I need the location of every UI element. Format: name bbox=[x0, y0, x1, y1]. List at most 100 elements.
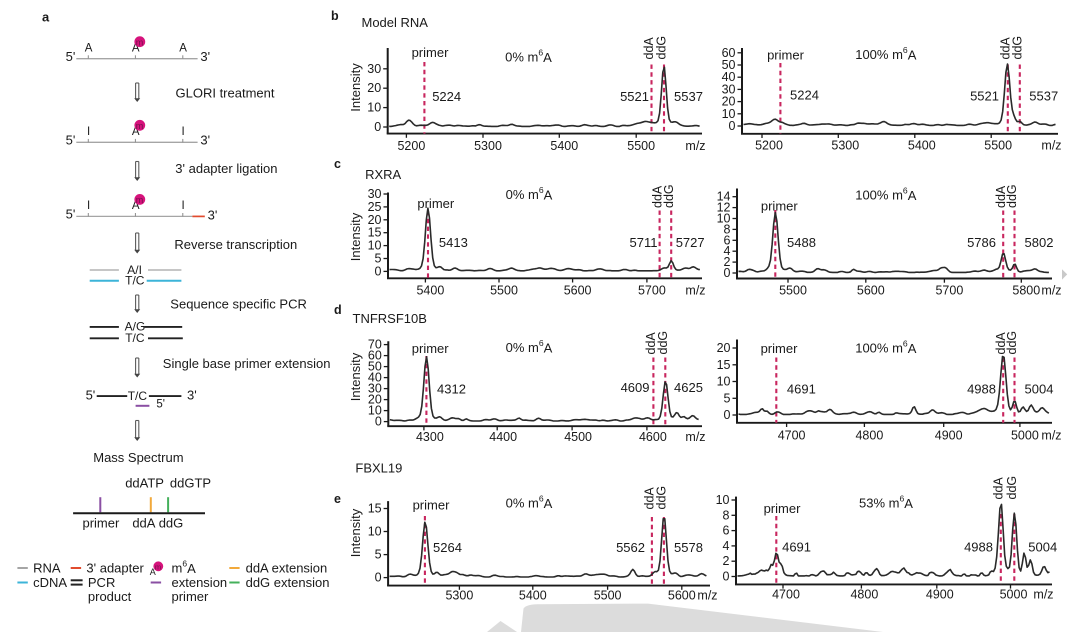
svg-text:5: 5 bbox=[375, 548, 382, 562]
svg-text:ddG: ddG bbox=[1005, 476, 1019, 500]
svg-text:a: a bbox=[42, 10, 50, 25]
svg-text:m/z: m/z bbox=[685, 430, 705, 444]
svg-text:primer: primer bbox=[767, 48, 805, 63]
svg-text:5700: 5700 bbox=[638, 284, 666, 298]
svg-text:I: I bbox=[181, 200, 184, 212]
svg-text:3': 3' bbox=[208, 208, 218, 223]
svg-text:ddGTP: ddGTP bbox=[170, 476, 211, 491]
svg-text:0: 0 bbox=[723, 570, 730, 584]
svg-text:ddA: ddA bbox=[999, 37, 1013, 60]
svg-text:5521: 5521 bbox=[970, 89, 999, 104]
svg-text:ddA: ddA bbox=[994, 185, 1008, 208]
svg-text:c: c bbox=[334, 157, 341, 171]
svg-text:m: m bbox=[136, 195, 144, 205]
svg-text:Reverse transcription: Reverse transcription bbox=[174, 237, 297, 252]
svg-text:10: 10 bbox=[717, 375, 731, 389]
svg-text:ddA: ddA bbox=[132, 516, 155, 531]
svg-text:4300: 4300 bbox=[416, 430, 444, 444]
svg-text:5': 5' bbox=[156, 398, 165, 410]
svg-text:15: 15 bbox=[717, 358, 731, 372]
svg-text:Intensity: Intensity bbox=[348, 508, 363, 557]
svg-text:20: 20 bbox=[368, 393, 382, 407]
svg-text:4691: 4691 bbox=[782, 540, 811, 555]
svg-text:5300: 5300 bbox=[474, 139, 502, 153]
svg-text:5400: 5400 bbox=[908, 138, 936, 152]
svg-text:10: 10 bbox=[367, 101, 381, 115]
svg-text:ddG extension: ddG extension bbox=[246, 575, 330, 590]
svg-text:T/C: T/C bbox=[125, 274, 145, 288]
svg-text:40: 40 bbox=[368, 371, 382, 385]
svg-text:Single base primer extension: Single base primer extension bbox=[163, 356, 331, 371]
svg-text:0% m6A: 0% m6A bbox=[505, 48, 552, 65]
svg-text:15: 15 bbox=[368, 226, 382, 240]
svg-text:0: 0 bbox=[729, 119, 736, 133]
svg-text:5786: 5786 bbox=[967, 235, 996, 250]
svg-text:5711: 5711 bbox=[630, 235, 658, 250]
svg-text:4: 4 bbox=[723, 539, 730, 553]
svg-text:ddG: ddG bbox=[655, 36, 669, 60]
svg-text:60: 60 bbox=[368, 349, 382, 363]
svg-text:5500: 5500 bbox=[594, 589, 622, 603]
svg-text:RXRA: RXRA bbox=[365, 167, 401, 182]
svg-text:4609: 4609 bbox=[621, 380, 650, 395]
svg-text:100% m6A: 100% m6A bbox=[855, 45, 916, 62]
svg-text:4500: 4500 bbox=[564, 430, 592, 444]
svg-text:10: 10 bbox=[722, 107, 736, 121]
svg-text:ddA: ddA bbox=[650, 185, 664, 208]
svg-text:primer: primer bbox=[761, 199, 799, 214]
svg-text:5500: 5500 bbox=[779, 284, 807, 298]
svg-text:5400: 5400 bbox=[416, 284, 444, 298]
svg-text:ddA: ddA bbox=[642, 37, 656, 60]
svg-text:20: 20 bbox=[717, 341, 731, 355]
svg-text:ddG: ddG bbox=[655, 486, 669, 510]
svg-text:0% m6A: 0% m6A bbox=[506, 185, 553, 202]
svg-text:m: m bbox=[136, 38, 144, 48]
svg-text:5700: 5700 bbox=[935, 284, 963, 298]
svg-text:5004: 5004 bbox=[1028, 540, 1057, 555]
svg-text:ddG: ddG bbox=[662, 184, 676, 208]
svg-text:Intensity: Intensity bbox=[348, 212, 363, 261]
svg-text:5: 5 bbox=[724, 391, 731, 405]
svg-text:T/C: T/C bbox=[128, 389, 148, 403]
svg-text:5537: 5537 bbox=[1029, 89, 1058, 104]
svg-text:8: 8 bbox=[723, 508, 730, 522]
svg-text:30: 30 bbox=[367, 62, 381, 76]
svg-text:primer: primer bbox=[417, 196, 455, 211]
svg-text:30: 30 bbox=[368, 382, 382, 396]
svg-text:5500: 5500 bbox=[627, 139, 655, 153]
svg-text:primer: primer bbox=[412, 45, 450, 60]
svg-text:Mass Spectrum: Mass Spectrum bbox=[93, 450, 183, 465]
svg-text:4700: 4700 bbox=[772, 588, 800, 602]
svg-text:6: 6 bbox=[723, 524, 730, 538]
svg-text:10: 10 bbox=[368, 525, 382, 539]
svg-text:3' adapter ligation: 3' adapter ligation bbox=[175, 161, 277, 176]
svg-text:4: 4 bbox=[724, 244, 731, 258]
svg-text:6: 6 bbox=[724, 233, 731, 247]
svg-text:A: A bbox=[132, 126, 140, 138]
svg-text:4691: 4691 bbox=[787, 381, 816, 396]
svg-text:primer: primer bbox=[761, 341, 799, 356]
svg-text:20: 20 bbox=[367, 81, 381, 95]
svg-text:5800: 5800 bbox=[1012, 284, 1040, 298]
svg-text:Intensity: Intensity bbox=[348, 352, 363, 401]
svg-text:ddG: ddG bbox=[656, 331, 670, 355]
svg-text:5500: 5500 bbox=[984, 138, 1012, 152]
svg-text:ddA: ddA bbox=[994, 332, 1008, 355]
svg-text:5400: 5400 bbox=[550, 139, 578, 153]
svg-text:3': 3' bbox=[200, 49, 210, 64]
svg-text:5802: 5802 bbox=[1025, 235, 1054, 250]
svg-text:m6A: m6A bbox=[172, 559, 197, 576]
svg-text:5562: 5562 bbox=[616, 540, 645, 555]
svg-text:5500: 5500 bbox=[490, 284, 518, 298]
svg-text:30: 30 bbox=[368, 187, 382, 201]
svg-text:ddG: ddG bbox=[159, 516, 184, 531]
svg-text:TNFRSF10B: TNFRSF10B bbox=[353, 311, 427, 326]
svg-text:5537: 5537 bbox=[674, 89, 703, 104]
svg-text:5224: 5224 bbox=[790, 88, 819, 103]
svg-text:I: I bbox=[181, 126, 184, 138]
svg-text:A/G: A/G bbox=[125, 320, 146, 334]
svg-text:5: 5 bbox=[375, 252, 382, 266]
svg-text:3': 3' bbox=[200, 133, 210, 148]
svg-text:ddG: ddG bbox=[1005, 331, 1019, 355]
svg-text:5200: 5200 bbox=[755, 138, 783, 152]
